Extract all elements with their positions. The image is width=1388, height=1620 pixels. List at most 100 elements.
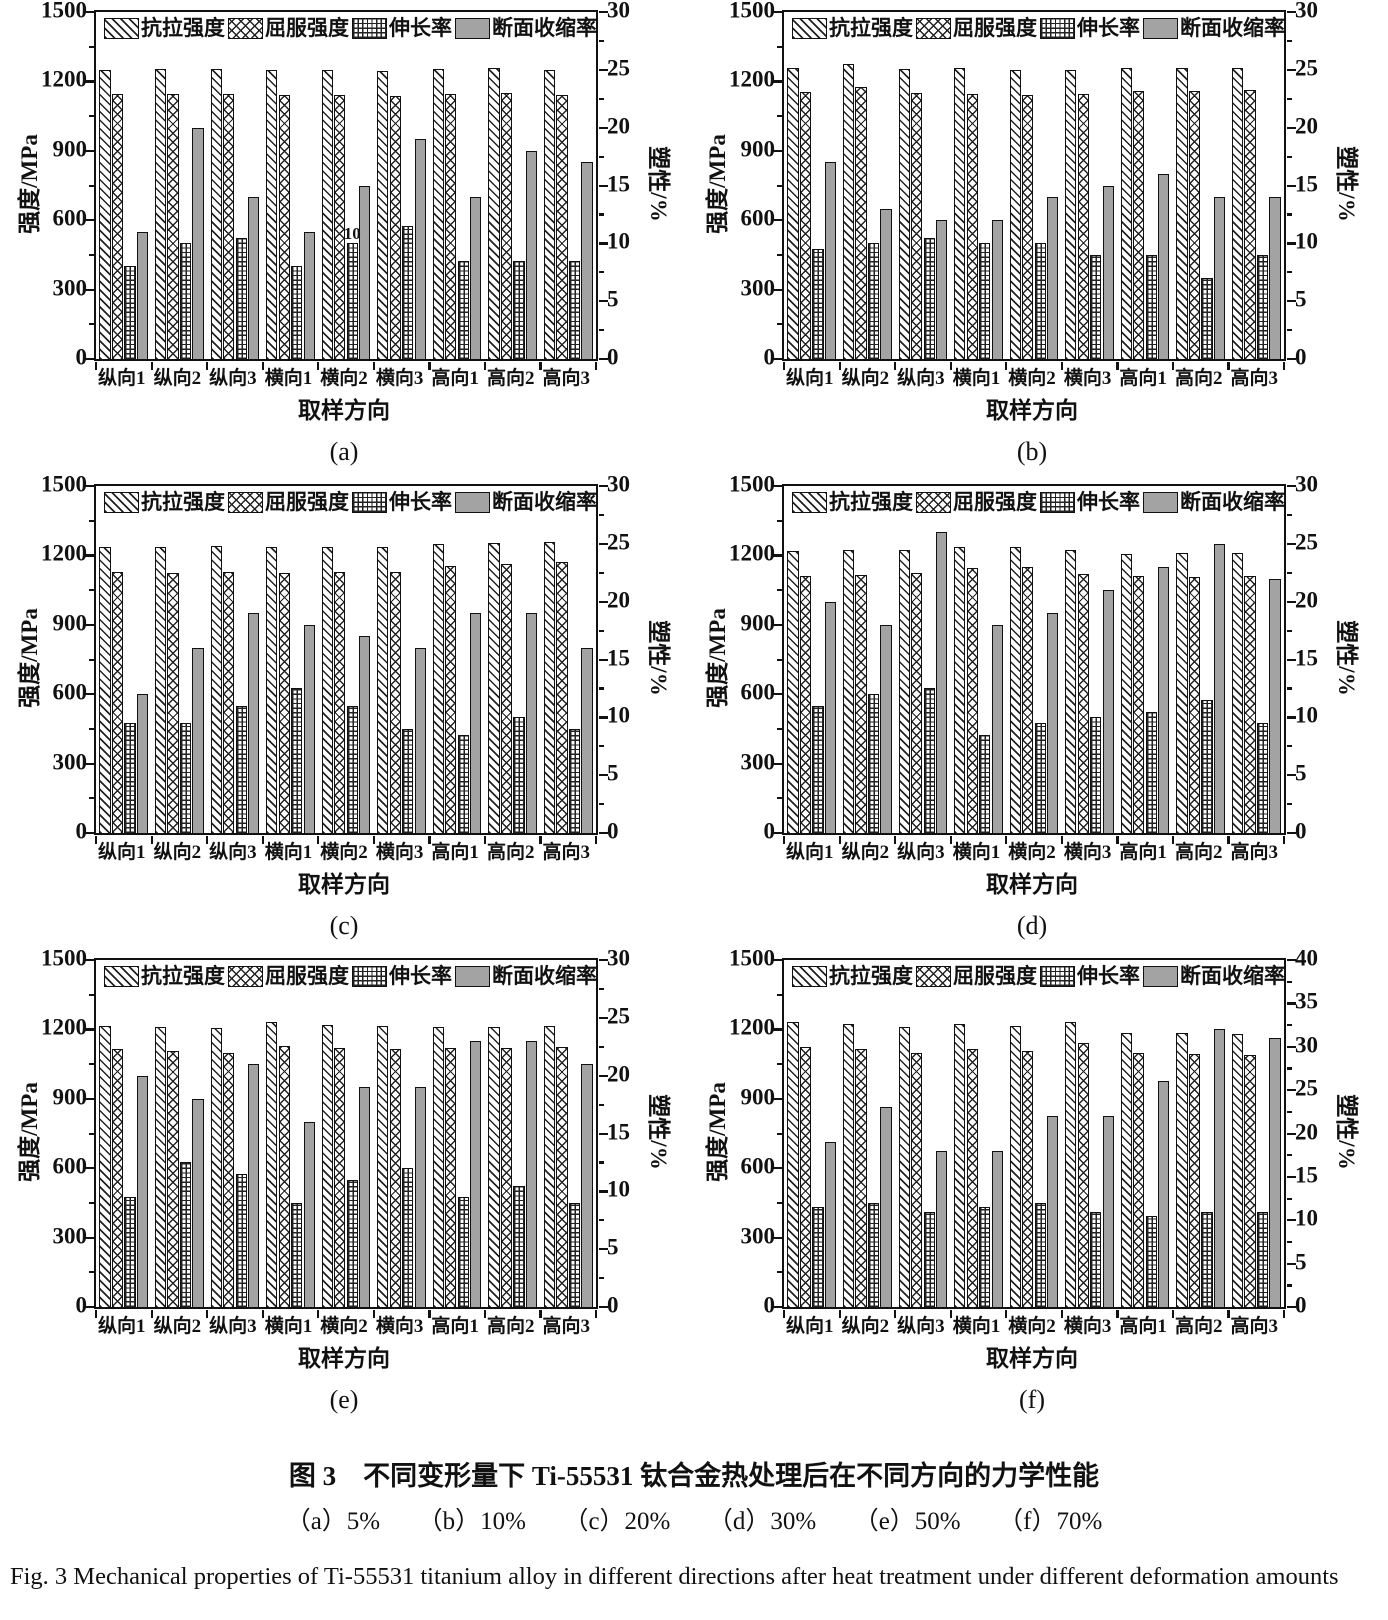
y-tick-label-right: 10 [607, 702, 630, 728]
x-category-cell: 纵向2 [838, 842, 894, 864]
bar-elongation [179, 1162, 192, 1307]
right-axis-tick [598, 571, 604, 574]
y-tick-label-left: 1500 [729, 945, 775, 971]
x-category-label: 纵向2 [153, 368, 202, 389]
x-category-label: 高向1 [1119, 842, 1167, 863]
bar-tensile-strength [1120, 1032, 1132, 1307]
left-axis-tick [772, 1028, 782, 1031]
y-axis-title-left-text: 强度/MPa [705, 133, 730, 234]
x-category-label: 高向3 [542, 842, 591, 863]
bar-tensile-strength [787, 1022, 799, 1307]
bar-yield-strength [1133, 90, 1145, 359]
x-axis-tick [1060, 361, 1063, 370]
y-tick-label-right: 5 [607, 760, 619, 786]
right-axis-tick [1286, 184, 1296, 187]
x-axis-tick [838, 1309, 841, 1318]
bar-elongation [457, 1197, 469, 1307]
x-axis-tick [1171, 361, 1175, 370]
bar-yield-strength [445, 94, 457, 359]
x-category-cell: 横向1 [949, 1316, 1005, 1338]
y-axis-title-right-text: 塑性/% [1334, 1093, 1359, 1170]
y-axis-title-right: 塑性/% [646, 958, 674, 1305]
bar-tensile-strength [377, 71, 389, 359]
left-axis-tick [772, 485, 782, 488]
bar-elongation [812, 249, 824, 359]
x-category-label: 横向2 [320, 842, 368, 863]
bar-reduction-of-area [1213, 1029, 1225, 1307]
x-category-label: 纵向1 [786, 1316, 834, 1337]
x-category-cell: 横向3 [1060, 842, 1116, 864]
right-axis-tick [1286, 68, 1296, 72]
x-category-label: 纵向3 [897, 368, 945, 389]
bar-tensile-strength [210, 1028, 222, 1307]
right-axis-tick [598, 959, 608, 962]
legend-item-reduction-of-area: 断面收缩率 [455, 492, 600, 513]
right-axis-tick [598, 987, 604, 991]
figure-caption-en: Fig. 3 Mechanical properties of Ti-55531… [10, 1562, 1339, 1590]
bar-reduction-of-area [824, 601, 837, 833]
legend-d: 抗拉强度 屈服强度 伸长率 断面收缩率 [792, 492, 1288, 513]
x-category-label: 横向1 [264, 842, 313, 863]
y-tick-label-left: 1200 [729, 66, 775, 92]
left-axis-tick [88, 589, 94, 592]
bar-elongation [1034, 723, 1046, 833]
right-axis-tick [598, 716, 608, 719]
bar-elongation [1201, 1211, 1213, 1307]
y-axis-ticks-left: 1500 1200 900 600 300 0 [40, 0, 94, 369]
bar-yield-strength [911, 1052, 923, 1307]
x-category-cell: 横向2 [1004, 842, 1060, 864]
x-axis-tick [261, 361, 264, 370]
x-axis-title: 取样方向 [986, 1345, 1078, 1371]
bar-tensile-strength [1176, 1032, 1188, 1307]
y-tick-label-right: 25 [1295, 529, 1318, 555]
x-category-label: 高向3 [542, 1316, 591, 1337]
x-category-cell: 高向1 [1115, 842, 1171, 864]
bar-tensile-strength [266, 1022, 278, 1307]
bar-yield-strength [1188, 577, 1200, 833]
legend-swatch-tensile-strength [792, 18, 827, 39]
bar-yield-strength [278, 1045, 290, 1307]
right-axis-tick [1286, 1045, 1296, 1048]
bar-elongation [867, 694, 880, 833]
x-axis-tick [261, 835, 264, 844]
y-tick-label-right: 20 [607, 113, 630, 139]
legend-swatch-elongation [352, 966, 387, 987]
bar-yield-strength [1077, 1043, 1089, 1307]
x-axis-tick [838, 835, 841, 844]
right-axis-tick [1286, 1284, 1292, 1287]
bar-reduction-of-area [880, 1107, 892, 1307]
legend-item-reduction-of-area: 断面收缩率 [455, 966, 600, 987]
right-axis-tick [598, 1161, 604, 1164]
left-axis-tick [88, 797, 94, 800]
bar-reduction-of-area [991, 1150, 1003, 1307]
right-axis-tick [1286, 571, 1292, 574]
x-axis-tick [1227, 1309, 1230, 1318]
bar-yield-strength [1077, 94, 1089, 359]
x-category-cell: 高向3 [1227, 842, 1283, 864]
x-category-cell: 纵向3 [893, 1316, 949, 1338]
legend-label-reduction-of-area: 断面收缩率 [1180, 490, 1285, 514]
x-category-label: 横向2 [320, 368, 368, 389]
bar-tensile-strength [898, 549, 910, 833]
legend-item-yield-strength: 屈服强度 [228, 18, 352, 39]
x-category-cell: 横向2 [316, 842, 372, 864]
x-category-label: 高向1 [1119, 368, 1167, 389]
left-axis-tick [776, 727, 782, 731]
y-tick-label-left: 1500 [729, 0, 775, 23]
legend-label-tensile-strength: 抗拉强度 [141, 490, 225, 514]
y-axis-ticks-right: 40 35 30 25 20 15 10 5 0 [1286, 947, 1336, 1317]
legend-label-tensile-strength: 抗拉强度 [141, 16, 225, 40]
legend-label-tensile-strength: 抗拉强度 [141, 964, 225, 988]
x-axis-tick [1116, 835, 1119, 844]
bar-reduction-of-area [248, 613, 260, 833]
right-axis-tick [1286, 242, 1296, 245]
bar-tensile-strength [321, 547, 333, 833]
y-axis-title-right: 塑性/% [646, 10, 674, 357]
x-category-cell: 横向3 [1060, 1316, 1116, 1338]
legend-label-elongation: 伸长率 [389, 964, 452, 988]
bar-reduction-of-area [1102, 185, 1114, 359]
x-category-cell: 横向1 [949, 368, 1005, 390]
right-axis-tick [1286, 1089, 1296, 1092]
x-axis-tick [372, 361, 375, 370]
y-tick-label-left: 600 [52, 679, 88, 705]
